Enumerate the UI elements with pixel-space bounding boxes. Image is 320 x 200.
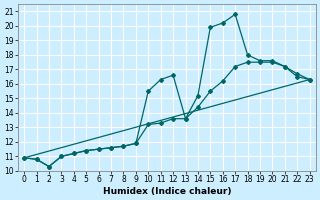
X-axis label: Humidex (Indice chaleur): Humidex (Indice chaleur) — [103, 187, 231, 196]
